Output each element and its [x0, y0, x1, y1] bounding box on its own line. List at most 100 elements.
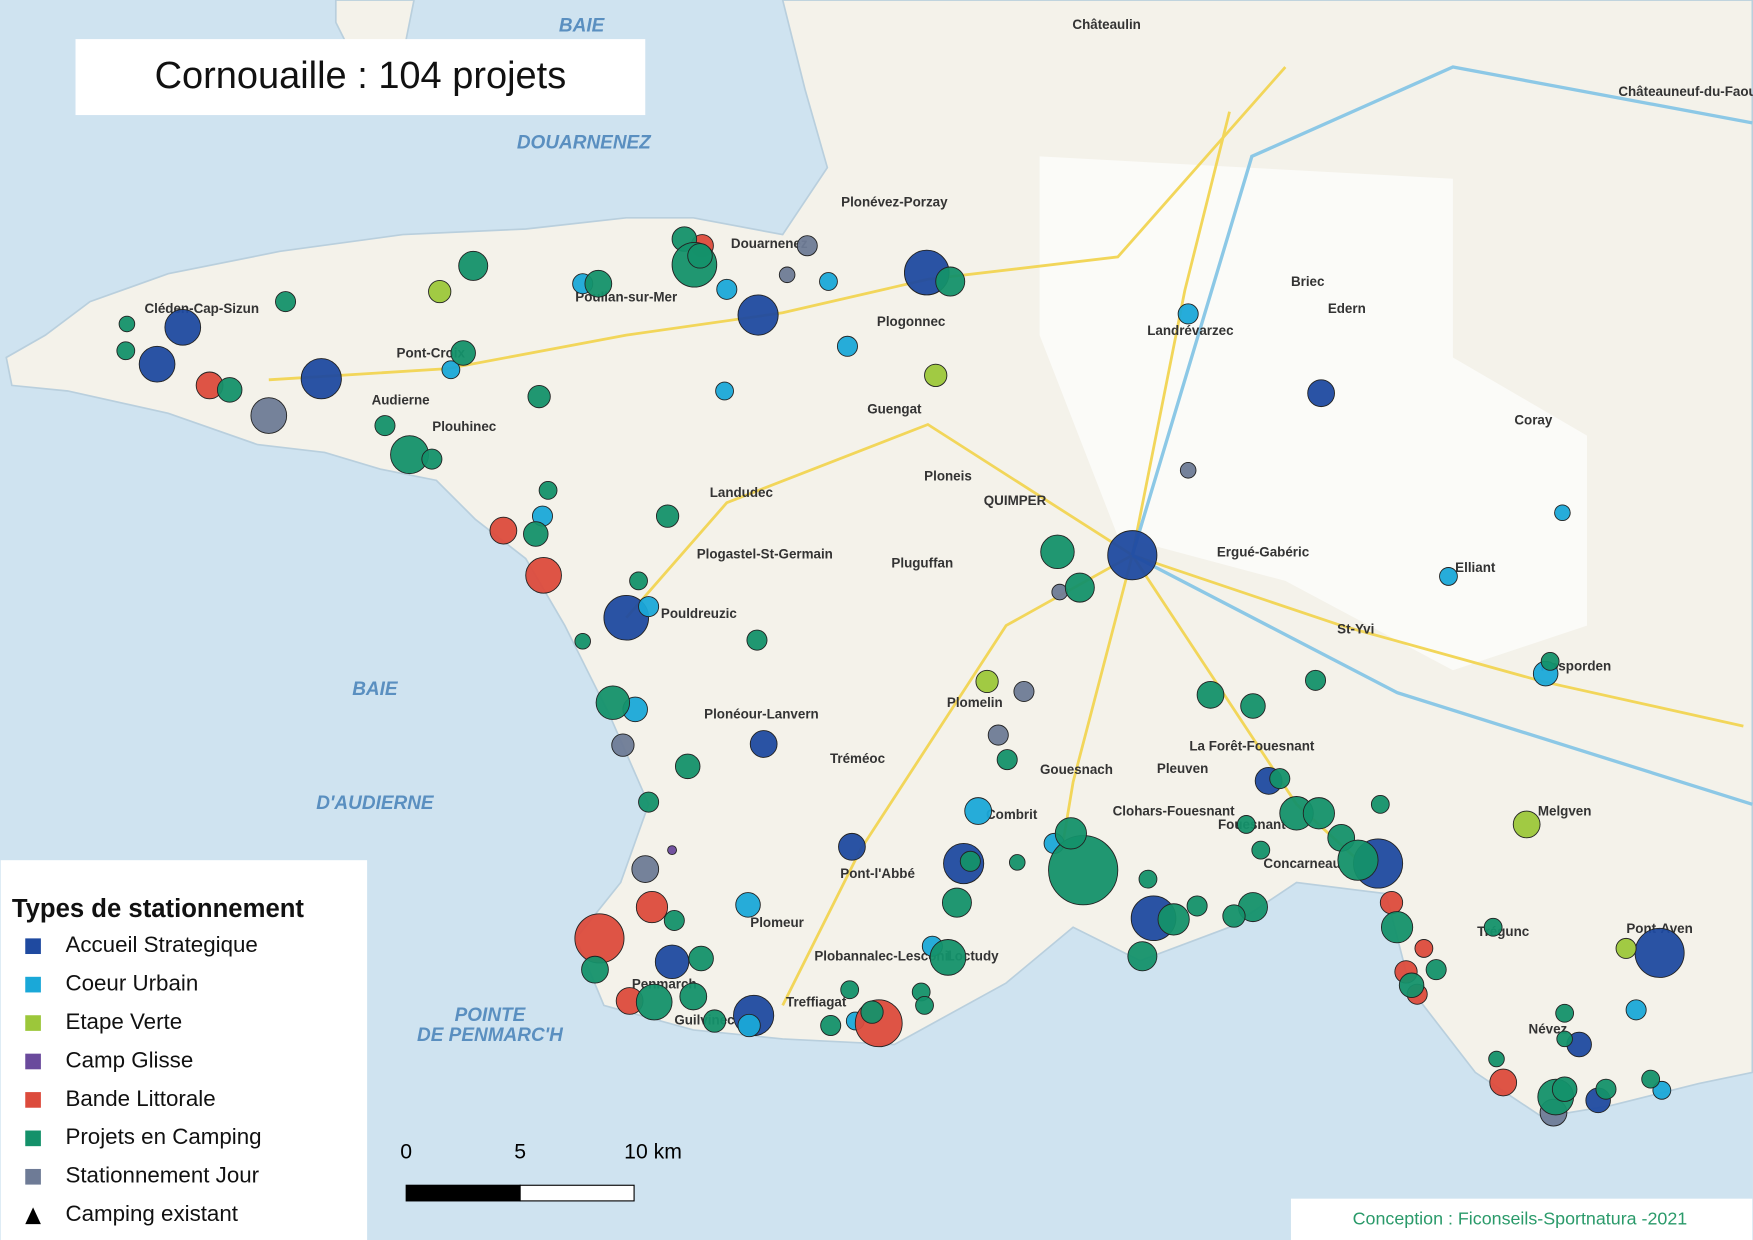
place-label: Landudec	[710, 485, 774, 500]
project-marker	[924, 363, 948, 387]
project-marker	[1222, 904, 1246, 928]
project-marker	[1652, 1080, 1672, 1100]
legend-symbol	[25, 976, 41, 993]
project-marker	[1555, 1003, 1575, 1023]
project-marker	[1054, 817, 1087, 850]
road	[1131, 553, 1744, 728]
legend-label: Etape Verte	[65, 1009, 182, 1034]
place-label: Melgven	[1538, 803, 1592, 818]
project-marker	[1439, 567, 1458, 586]
project-marker	[1556, 1030, 1573, 1048]
project-marker	[674, 753, 701, 780]
project-marker	[1013, 680, 1035, 702]
legend-symbol	[25, 1168, 41, 1185]
project-marker	[987, 724, 1009, 746]
place-label: Landrévarzec	[1147, 323, 1234, 338]
place-label: Combrit	[986, 807, 1038, 822]
place-label: Plouhinec	[432, 419, 497, 434]
project-marker	[1414, 939, 1434, 958]
road	[1130, 111, 1231, 556]
place-label: Pont-l'Abbé	[840, 866, 915, 881]
place-label: Châteauneuf-du-Faou	[1618, 84, 1753, 99]
project-marker	[959, 850, 981, 872]
project-marker	[1380, 911, 1414, 944]
project-marker	[574, 913, 625, 964]
project-marker	[250, 397, 288, 434]
project-marker	[654, 944, 690, 980]
project-marker	[941, 887, 972, 918]
project-marker	[796, 235, 818, 257]
place-label: Pouldreuzic	[661, 606, 737, 621]
project-marker	[1615, 937, 1637, 959]
project-marker	[629, 571, 648, 591]
project-marker	[1138, 869, 1158, 889]
place-label: Audierne	[372, 392, 430, 407]
place-label: Ploneis	[924, 468, 972, 483]
sea-label: BAIE	[352, 679, 399, 700]
project-marker	[836, 335, 858, 357]
project-marker	[1554, 504, 1571, 522]
legend-label: Coeur Urbain	[65, 971, 198, 996]
project-marker	[679, 982, 708, 1011]
project-marker	[374, 415, 396, 437]
project-marker	[1269, 768, 1291, 790]
project-marker	[603, 594, 650, 641]
project-marker	[1127, 941, 1158, 972]
project-marker	[1641, 1069, 1661, 1089]
highway	[1131, 553, 1753, 806]
project-marker	[1196, 680, 1225, 709]
legend-symbol	[25, 1015, 41, 1031]
project-marker	[611, 733, 635, 757]
project-marker	[1305, 669, 1327, 691]
highways	[1130, 65, 1753, 806]
credit: Conception : Ficonseils-Sportnatura -202…	[1353, 1209, 1688, 1229]
place-label: Concarneau	[1263, 856, 1340, 871]
project-marker	[819, 272, 838, 291]
place-label: QUIMPER	[984, 493, 1047, 508]
legend-label: Projets en Camping	[65, 1124, 261, 1149]
place-label: Ergué-Gabéric	[1217, 544, 1310, 559]
project-marker	[523, 521, 549, 547]
project-marker	[935, 266, 966, 297]
scale-segment	[405, 1184, 521, 1202]
project-marker	[735, 892, 761, 918]
legend-symbol	[25, 1207, 41, 1225]
project-marker	[996, 749, 1018, 771]
project-marker	[527, 384, 551, 409]
legend-label: Camp Glisse	[65, 1047, 193, 1072]
project-marker	[1008, 854, 1026, 871]
highway	[1130, 65, 1753, 556]
place-label: Edern	[1328, 301, 1366, 316]
project-marker	[118, 315, 136, 333]
project-marker	[1337, 839, 1379, 881]
project-marker	[581, 955, 609, 984]
place-label: Treffiagat	[786, 995, 847, 1010]
project-marker	[1251, 840, 1271, 860]
project-marker	[1048, 835, 1119, 906]
project-marker	[458, 250, 489, 281]
project-marker	[655, 504, 680, 528]
scale-label: 0	[400, 1140, 412, 1163]
project-marker	[838, 832, 866, 861]
project-marker	[635, 983, 673, 1021]
project-marker	[584, 269, 613, 298]
project-marker	[300, 358, 342, 400]
project-marker	[737, 294, 779, 336]
title: Cornouaille : 104 projets	[155, 55, 567, 97]
place-label: Elliant	[1455, 560, 1496, 575]
project-marker	[1186, 895, 1208, 917]
place-label: Plogastel-St-Germain	[697, 547, 833, 562]
legend-symbol	[25, 1130, 41, 1147]
project-marker	[964, 797, 993, 825]
place-label: Névez	[1529, 1021, 1568, 1036]
place-label: Pont-Croix	[397, 345, 466, 360]
place-label: Plonévez-Porzay	[841, 195, 948, 210]
project-marker	[1177, 303, 1199, 325]
place-label: Douarnenez	[731, 236, 808, 251]
project-marker	[275, 291, 297, 313]
credit-box	[1290, 1198, 1753, 1240]
project-marker	[1540, 651, 1560, 671]
place-label: Plonéour-Lanvern	[704, 706, 819, 721]
project-marker	[116, 341, 136, 361]
title-box	[75, 39, 646, 116]
